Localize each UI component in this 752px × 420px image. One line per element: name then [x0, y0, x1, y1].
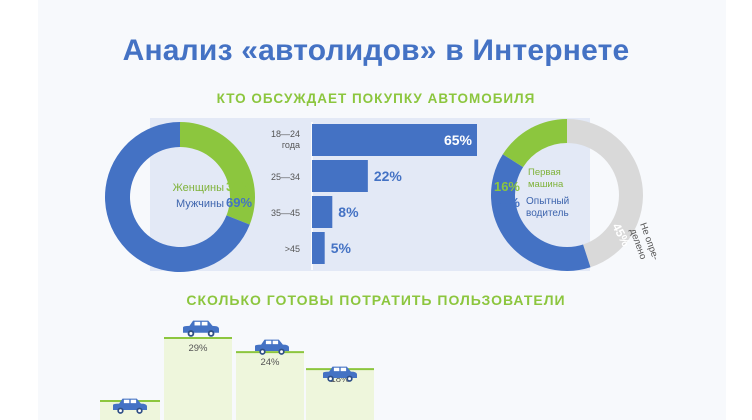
spend-value-label: 18% — [330, 374, 350, 385]
age-value-label: 22% — [374, 168, 403, 184]
donut2-label-first-car-line1: Первая — [528, 167, 561, 178]
age-bar — [312, 196, 333, 228]
car-icon — [255, 339, 289, 355]
car-icon — [113, 398, 147, 414]
age-bar — [312, 232, 325, 264]
section-heading-who: КТО ОБСУЖДАЕТ ПОКУПКУ АВТОМОБИЛЯ — [216, 91, 536, 106]
donut1-slice-men — [105, 122, 250, 273]
spend-value-label: 24% — [260, 357, 280, 368]
age-value-label: 65% — [444, 132, 473, 148]
donut2-label-experienced-line2: водитель — [526, 208, 569, 219]
donut1-value-men: 69% — [226, 195, 252, 210]
donut2-value-experienced: 39% — [494, 195, 520, 210]
age-bar — [312, 124, 477, 156]
age-tick-label: 18—24 — [271, 129, 300, 139]
donut2-value-first-car: 16% — [494, 179, 520, 194]
donut1-slice-women — [180, 122, 255, 225]
donut1-label-men: Мужчины — [176, 198, 224, 210]
donut2-slice-first-car — [502, 119, 567, 168]
car-icon — [323, 366, 357, 382]
age-bar — [312, 160, 368, 192]
age-value-label: 5% — [331, 240, 352, 256]
age-value-label: 8% — [338, 204, 359, 220]
donut1-value-women: 31% — [226, 179, 252, 194]
age-tick-label: 35—45 — [271, 208, 300, 218]
donut1-label-women: Женщины — [173, 182, 224, 194]
section-heading-spend: СКОЛЬКО ГОТОВЫ ПОТРАТИТЬ ПОЛЬЗОВАТЕЛИ — [186, 292, 566, 308]
age-tick-label: >45 — [285, 244, 300, 254]
donut2-label-experienced-line1: Опытный — [526, 196, 569, 207]
donut2-slice-experienced — [491, 154, 591, 271]
age-tick-label: 25—34 — [271, 172, 300, 182]
page-title: Анализ «автолидов» в Интернете — [122, 34, 630, 67]
spend-value-label: 29% — [188, 343, 208, 354]
age-tick-label-line2: года — [282, 140, 300, 150]
spend-step-bar — [164, 338, 232, 420]
donut2-slice-undefined — [567, 119, 644, 268]
donut2-label-first-car-line2: машина — [528, 179, 564, 190]
spend-step-bar — [236, 352, 304, 420]
car-icon — [183, 320, 219, 337]
